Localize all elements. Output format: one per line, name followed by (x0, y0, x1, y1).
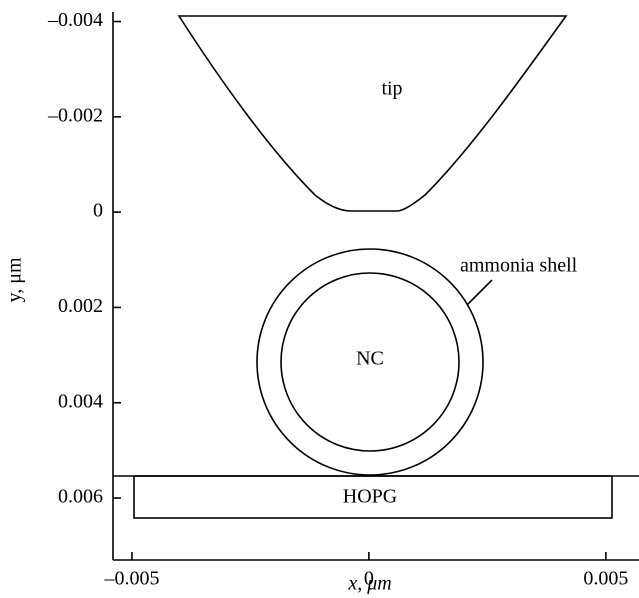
annotation: NC (356, 348, 384, 370)
y-tick-label: –0.002 (47, 104, 103, 126)
y-tick-label: 0.004 (58, 390, 103, 412)
y-axis-label: y, μm (4, 257, 26, 302)
hopg (133, 475, 613, 519)
tip (177, 15, 568, 212)
y-tick-label: 0.006 (58, 486, 103, 508)
x-tick-label: 0.005 (583, 568, 628, 590)
y-tick-label: –0.004 (47, 9, 103, 31)
ammonia-shell (256, 248, 484, 476)
y-tick-label: 0.002 (58, 295, 103, 317)
y-tick-label: 0 (93, 200, 103, 222)
annotation: ammonia shell (460, 255, 578, 277)
leader-line (466, 279, 493, 306)
x-tick-label: –0.005 (103, 568, 159, 590)
annotation: HOPG (343, 486, 397, 508)
x-tick-label: 0 (364, 568, 374, 590)
nanocrystal (280, 272, 460, 452)
x-axis-label: x, μm (347, 573, 391, 595)
annotation: tip (381, 78, 402, 100)
